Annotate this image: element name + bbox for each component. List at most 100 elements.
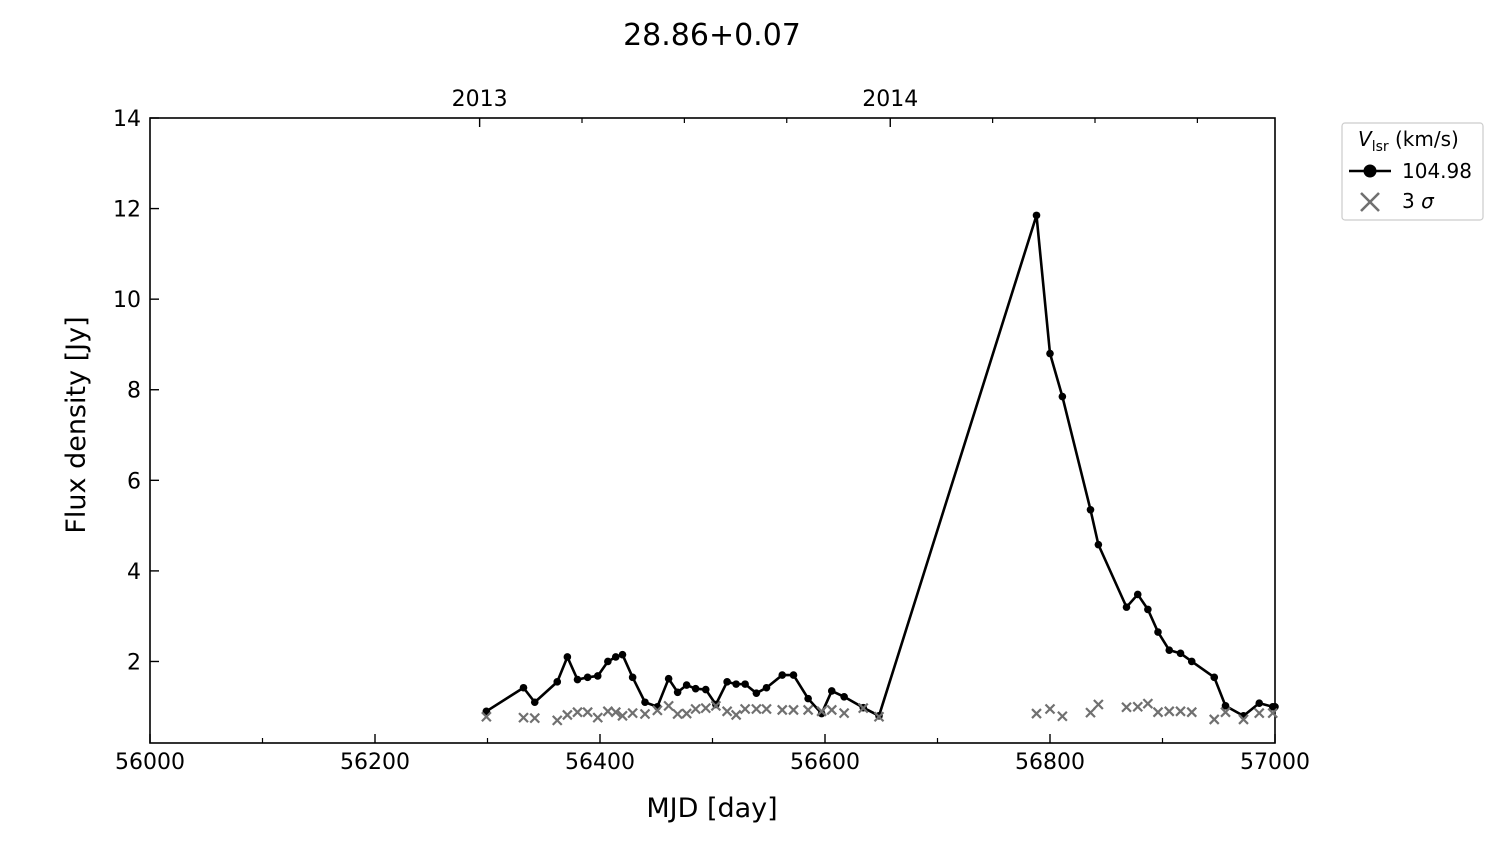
data-point [723,678,731,686]
data-point [840,693,848,701]
sigma-marker [838,707,850,719]
data-point [1122,603,1131,611]
legend-series-label: 104.98 [1402,159,1472,183]
plot-frame [149,117,1276,744]
series-line [485,214,1275,718]
y-tick-label: 12 [113,198,141,223]
sigma-marker [700,702,712,714]
sigma-marker-stroke [627,707,638,719]
sigma-marker-stroke [562,709,573,721]
sigma-marker-stroke [529,712,541,724]
sigma-marker-stroke [1085,707,1096,718]
x-axis-label: MJD [day] [646,793,777,824]
x-tick-label: 56200 [340,750,410,775]
sigma-marker [652,705,663,716]
data-point [1133,590,1142,599]
data-point [1032,211,1041,220]
sigma-marker [1031,708,1042,719]
sigma-marker-stroke [518,712,529,723]
data-point [732,680,740,688]
data-point [628,673,637,682]
y-tick-label: 10 [113,288,141,313]
sigma-marker-stroke [1152,706,1164,718]
data-point [593,672,602,680]
data-point [604,657,612,666]
sigma-marker-stroke [1093,699,1104,710]
sigma-marker [481,711,492,723]
sigma-marker-stroke [572,706,583,718]
data-point [563,653,572,661]
data-point [519,683,528,692]
sigma-marker-stroke [826,704,838,716]
data-point [618,650,627,659]
data-point [1176,649,1185,658]
legend-title: Vlsr (km/s) [1358,127,1459,155]
sigma-marker-stroke [730,709,742,721]
sigma-marker-stroke [1253,707,1265,719]
sigma-marker [751,703,762,715]
sigma-marker-stroke [788,704,799,716]
data-point [573,675,582,684]
sigma-marker [672,708,683,720]
sigma-marker-stroke [582,706,593,718]
sigma-marker [627,707,638,719]
legend-title-symbol: V [1358,127,1373,151]
sigma-marker-stroke [873,711,885,723]
x-tick-label: 57000 [1240,750,1310,775]
sigma-marker [1253,707,1265,719]
sigma-marker-stroke [1220,706,1231,718]
data-point [664,674,673,683]
sigma-marker [721,706,733,717]
data-point [804,694,812,703]
sigma-marker [1163,706,1175,717]
sigma-marker [1186,706,1198,718]
sigma-marker [529,712,541,724]
data-point [1154,628,1162,636]
sigma-marker [551,715,563,726]
top-tick-label: 2013 [452,87,508,112]
y-tick-label: 6 [127,469,141,494]
sigma-marker-stroke [1121,701,1132,713]
data-point [1221,702,1230,710]
sigma-marker [1057,711,1068,722]
data-point [530,698,539,707]
sigma-marker-stroke [857,702,869,714]
y-tick-label: 4 [127,560,141,585]
sigma-marker-stroke [681,708,692,719]
data-point [778,671,787,679]
sigma-marker [1152,706,1164,718]
chart-title: 28.86+0.07 [623,18,801,53]
legend-sigma-symbol: σ [1421,189,1435,213]
legend: Vlsr (km/s) 104.98 3 σ [1341,122,1484,221]
data-point [691,684,700,693]
sigma-marker-stroke [639,708,651,720]
sigma-marker-stroke [1057,711,1068,722]
data-point [641,698,649,707]
data-point [611,653,620,661]
sigma-marker [1238,714,1249,725]
sigma-marker-stroke [1267,707,1279,719]
sigma-marker [1044,703,1056,715]
data-point [701,685,710,694]
sigma-marker-stroke [1132,701,1144,713]
data-point [1255,699,1264,707]
sigma-marker [873,711,885,723]
sigma-marker [1267,707,1279,719]
sigma-marker-stroke [700,702,712,714]
legend-sigma-prefix: 3 [1402,189,1415,213]
sigma-marker-stroke [672,708,683,720]
sigma-marker-stroke [551,715,563,726]
sigma-marker [1175,706,1186,717]
data-point [1094,540,1103,549]
data-point [583,673,592,682]
sigma-marker [1220,706,1231,718]
sigma-marker [761,703,772,715]
sigma-marker-stroke [610,706,622,718]
sigma-marker [857,702,869,714]
data-point [789,671,798,679]
x-tick-label: 56000 [115,750,185,775]
sigma-marker-stroke [1031,708,1042,719]
data-point [762,683,771,692]
data-point [682,681,691,689]
